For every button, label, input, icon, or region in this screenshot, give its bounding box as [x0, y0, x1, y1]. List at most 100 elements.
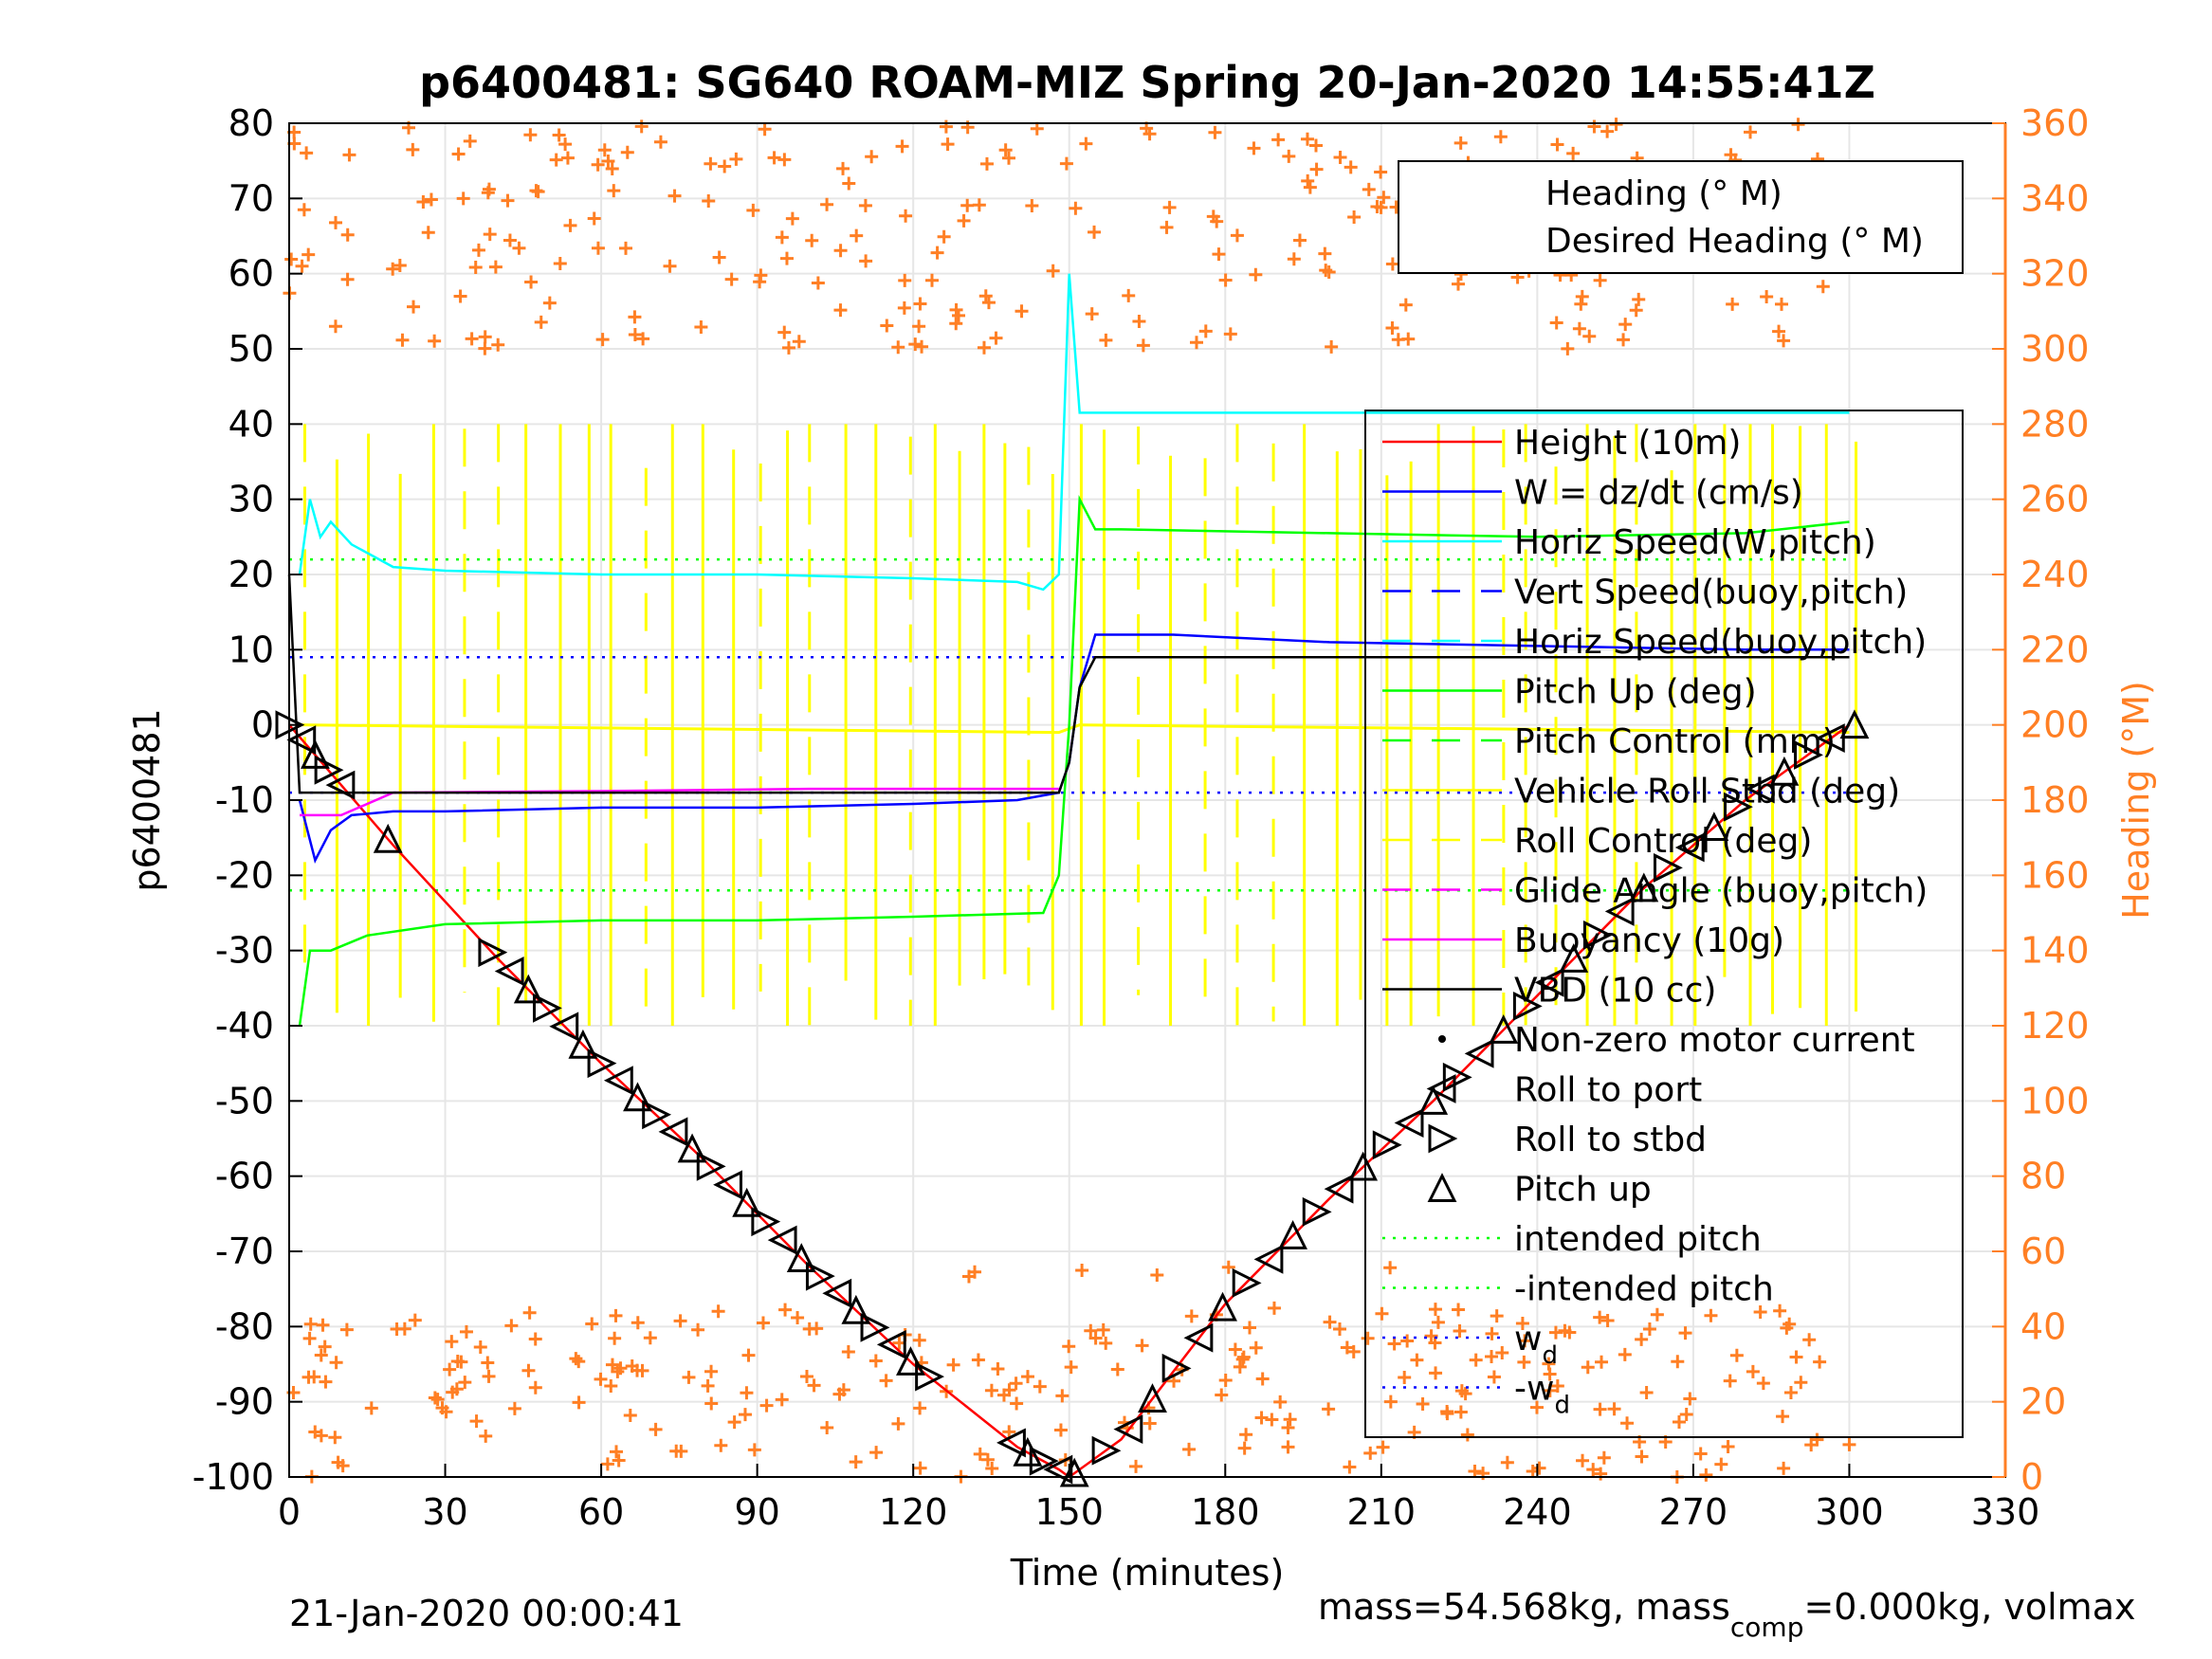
roll-marker — [677, 1133, 707, 1163]
heading-point — [1206, 210, 1220, 224]
heading-point — [714, 1438, 728, 1452]
heading-point — [913, 1401, 927, 1415]
heading-point — [468, 261, 483, 275]
heading-point — [1490, 1309, 1504, 1323]
x-tick-label: 330 — [1971, 1491, 2040, 1533]
y-right-tick-label: 200 — [2020, 704, 2090, 746]
roll-marker — [751, 1207, 781, 1237]
y-tick-label: -20 — [215, 854, 274, 896]
heading-point — [939, 119, 953, 134]
heading-point — [778, 1303, 793, 1317]
heading-point — [1218, 273, 1233, 287]
y-right-tick-label: 80 — [2020, 1156, 2066, 1197]
y-tick-label: -70 — [215, 1231, 274, 1272]
heading-point — [1190, 336, 1203, 350]
heading-point — [609, 1308, 623, 1322]
heading-point — [1620, 1416, 1635, 1431]
heading-point — [991, 1362, 1005, 1376]
heading-point — [504, 1319, 519, 1333]
heading-point — [1416, 1397, 1430, 1412]
roll-marker — [1534, 967, 1564, 997]
heading-point — [1160, 220, 1174, 234]
heading-point — [302, 247, 316, 262]
heading-point — [1635, 1449, 1649, 1464]
heading-point — [1398, 298, 1413, 312]
y-tick-label: 80 — [229, 102, 274, 144]
heading-point — [1543, 1367, 1557, 1381]
heading-point — [1075, 1263, 1089, 1277]
heading-point — [767, 151, 781, 165]
roll-marker — [1674, 832, 1705, 863]
chart-title: p6400481: SG640 ROAM-MIZ Spring 20-Jan-2… — [419, 57, 1875, 108]
heading-point — [284, 252, 299, 266]
roll-marker — [286, 725, 317, 755]
heading-point — [1813, 1355, 1827, 1369]
y-right-tick-label: 140 — [2020, 930, 2090, 972]
heading-point — [1704, 1308, 1718, 1322]
heading-point — [451, 147, 466, 161]
y-right-axis-label: Heading (°M) — [2115, 681, 2157, 920]
heading-point — [1468, 1464, 1482, 1478]
heading-point — [775, 1393, 789, 1407]
heading-point — [1699, 1468, 1713, 1482]
heading-point — [880, 319, 894, 333]
legend-swatch — [1428, 1123, 1458, 1154]
heading-point — [463, 134, 477, 148]
roll-marker — [1232, 1267, 1262, 1298]
heading-point — [1182, 1442, 1197, 1456]
legend-label: Pitch Up (deg) — [1514, 673, 1757, 712]
heading-point — [1561, 341, 1575, 356]
heading-point — [1452, 277, 1465, 291]
legend-label: Height (10m) — [1514, 424, 1741, 463]
heading-point — [785, 211, 799, 226]
heading-point — [1010, 1396, 1024, 1411]
heading-point — [416, 195, 430, 210]
roll-marker — [1629, 872, 1659, 902]
heading-point — [1794, 1376, 1808, 1390]
legend-swatch — [1426, 1074, 1456, 1103]
heading-point — [1629, 303, 1643, 318]
heading-point — [897, 301, 911, 315]
heading-point — [542, 296, 557, 310]
y-tick-label: 30 — [229, 479, 274, 520]
heading-point — [316, 1318, 330, 1332]
roll-marker — [533, 993, 562, 1023]
heading-point — [1318, 246, 1332, 261]
heading-point — [560, 151, 575, 165]
heading-point — [1726, 297, 1740, 311]
x-tick-label: 90 — [734, 1491, 779, 1533]
heading-point — [836, 1383, 850, 1397]
legend-label-sub: d — [1554, 1392, 1570, 1420]
heading-point — [619, 241, 632, 255]
heading-scatter-layer — [283, 118, 1856, 1484]
heading-point — [756, 1316, 770, 1330]
heading-point — [1816, 280, 1830, 294]
roll-marker — [325, 770, 356, 800]
y-axis-label: p6400481 — [126, 708, 168, 891]
y-tick-label: -60 — [215, 1156, 274, 1197]
heading-point — [913, 297, 927, 311]
heading-point — [777, 153, 792, 167]
heading-point — [1609, 118, 1623, 132]
heading-point — [482, 182, 496, 196]
heading-point — [1595, 1355, 1609, 1369]
heading-point — [1440, 1407, 1454, 1421]
heading-point — [1791, 118, 1805, 132]
heading-point — [1343, 1460, 1357, 1474]
roll-marker — [1029, 1446, 1059, 1476]
heading-point — [960, 198, 975, 212]
heading-point — [1671, 1355, 1685, 1369]
y-tick-label: 20 — [229, 554, 274, 595]
heading-point — [842, 176, 856, 191]
heading-point — [328, 215, 342, 229]
heading-point — [1030, 121, 1044, 136]
heading-point — [961, 1269, 976, 1284]
heading-point — [1744, 125, 1758, 139]
heading-point — [1370, 199, 1384, 213]
roll-marker — [696, 1151, 726, 1181]
heading-point — [456, 191, 470, 206]
roll-marker — [1559, 943, 1589, 973]
roll-marker — [1091, 1435, 1122, 1466]
heading-point — [1287, 252, 1301, 266]
roll-marker — [1372, 1130, 1402, 1160]
